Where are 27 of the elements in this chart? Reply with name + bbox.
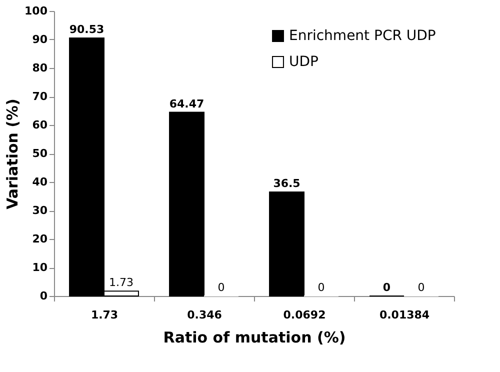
data-label: 0 [318, 281, 325, 294]
y-tick-label: 80 [32, 62, 48, 74]
data-label: 90.53 [69, 22, 104, 36]
data-label: 1.73 [108, 276, 134, 290]
legend-label: Enrichment PCR UDP [289, 28, 436, 44]
data-label: 36.5 [273, 176, 300, 190]
y-tick-label: 90 [32, 33, 48, 46]
y-tick-label: 100 [24, 4, 48, 18]
data-label: 0 [418, 281, 425, 294]
y-tick-label: 40 [32, 176, 48, 188]
y-tick-label: 10 [32, 261, 48, 274]
legend-label: UDP [289, 54, 318, 70]
y-tick-label: 60 [32, 118, 48, 132]
data-label: 0 [218, 281, 225, 294]
x-tick-label: 1.73 [90, 308, 118, 322]
x-tick-label: 0.01384 [379, 308, 430, 322]
x-tick-label: 0.346 [187, 308, 222, 322]
x-axis-title: Ratio of mutation (%) [163, 328, 346, 346]
y-tick-label: 50 [32, 147, 48, 160]
data-label: 64.47 [169, 97, 204, 110]
y-tick-label: 30 [32, 204, 48, 217]
y-tick-label: 0 [40, 290, 48, 302]
y-tick-label: 70 [32, 90, 48, 103]
data-label: 0 [382, 281, 391, 294]
x-tick-label: 0.0692 [283, 308, 326, 322]
y-axis-title: Variation (%) [4, 98, 22, 210]
y-tick-label: 20 [32, 232, 48, 246]
